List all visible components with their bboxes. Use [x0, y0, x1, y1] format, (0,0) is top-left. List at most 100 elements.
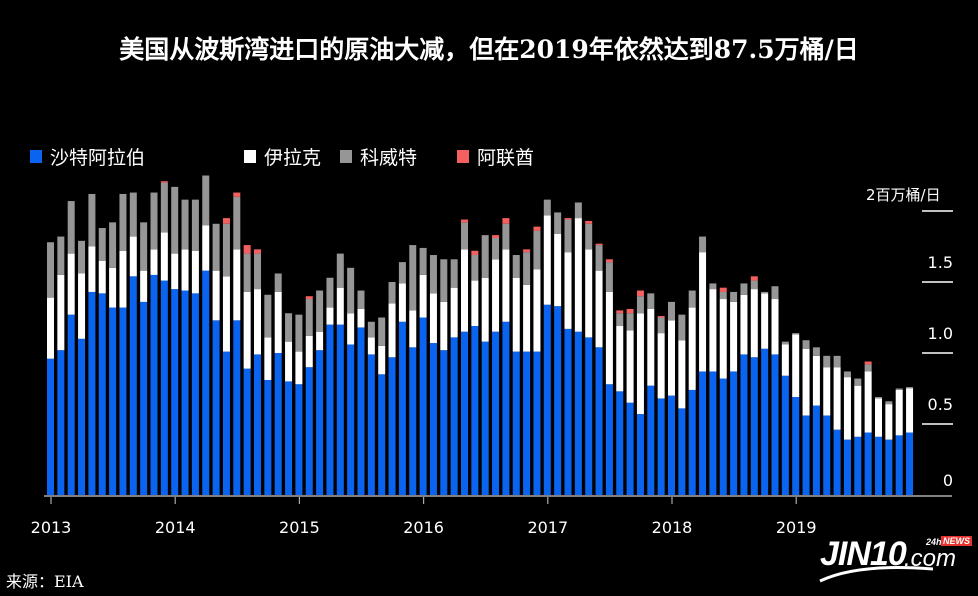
bar-segment-saudi [150, 274, 158, 495]
bar-segment-saudi [533, 351, 541, 495]
bar-segment-saudi [98, 293, 106, 495]
bar-segment-saudi [450, 337, 458, 495]
bar-segment-kuwait [243, 253, 251, 292]
bar-segment-uae [160, 181, 168, 183]
logo-24h-text: 24h [926, 537, 942, 547]
bar-segment-kuwait [461, 222, 468, 250]
bar-segment-kuwait [823, 355, 831, 368]
bar-segment-iraq [357, 308, 365, 328]
bar-segment-kuwait [264, 294, 272, 338]
bar-segment-saudi [347, 344, 355, 495]
bar-segment-kuwait [181, 199, 189, 250]
bar-segment-iraq [750, 289, 758, 358]
bar-segment-kuwait [481, 235, 489, 278]
y-tick-label: 1.0 [928, 324, 953, 343]
bar-segment-saudi [109, 307, 117, 495]
bar-segment-kuwait [802, 340, 810, 349]
bar-segment-saudi [461, 331, 468, 495]
bar-segment-saudi [233, 320, 241, 495]
jin10-logo: JIN10 .com 24h NEWS [818, 535, 972, 585]
bar-segment-kuwait [709, 283, 717, 290]
bar-segment-iraq [233, 249, 241, 321]
bar-segment-kuwait [833, 355, 841, 368]
bar-segment-kuwait [906, 387, 914, 389]
bar-segment-iraq [885, 404, 893, 440]
bar-segment-kuwait [419, 247, 427, 275]
bar-segment-kuwait [222, 223, 230, 277]
bar-segment-kuwait [378, 317, 386, 346]
source-note: 来源：EIA [6, 572, 84, 591]
bar-segment-iraq [336, 287, 344, 325]
bar-segment-iraq [243, 291, 251, 369]
bar-segment-iraq [802, 348, 810, 416]
bar-segment-uae [657, 316, 665, 318]
bar-segment-saudi [492, 331, 500, 495]
bar-segment-iraq [450, 287, 458, 338]
legend-swatch-uae [457, 150, 469, 163]
bar-segment-iraq [285, 341, 293, 382]
bar-segment-uae [719, 287, 727, 292]
chart-title: 美国从波斯湾进口的原油大减，但在2019年依然达到87.5万桶/日 [119, 35, 859, 64]
bar-segment-kuwait [564, 219, 572, 253]
bar-segment-kuwait [699, 236, 707, 253]
bar-segment-saudi [181, 290, 189, 495]
legend-item-saudi: 沙特阿拉伯 [30, 143, 244, 170]
bar-segment-kuwait [119, 193, 127, 251]
bar-segment-saudi [388, 357, 396, 495]
bar-segment-kuwait [212, 223, 220, 271]
bar-segment-iraq [57, 274, 65, 351]
legend-label-uae: 阿联酋 [477, 147, 535, 169]
bar-segment-kuwait [285, 313, 293, 342]
bar-segment-kuwait [295, 314, 303, 352]
bar-segment-kuwait [171, 186, 179, 254]
y-tick-label: 0.5 [928, 395, 953, 414]
bar-segment-kuwait [595, 245, 603, 271]
bar-segment-uae [616, 310, 624, 314]
bar-segment-saudi [688, 389, 696, 495]
bar-segment-kuwait [429, 255, 437, 294]
bar-segment-kuwait [647, 293, 655, 309]
bar-segment-iraq [295, 351, 303, 385]
bar-segment-saudi [564, 328, 572, 495]
legend-item-kuwait: 科威特 [340, 143, 457, 170]
bar-segment-iraq [212, 270, 220, 321]
bar-segment-kuwait [864, 364, 872, 372]
bar-segment-saudi [367, 354, 375, 495]
bar-segment-saudi [129, 276, 137, 495]
bar-segment-uae [233, 192, 241, 197]
bar-segment-kuwait [326, 277, 334, 308]
bar-segment-saudi [709, 371, 717, 495]
bar-segment-saudi [750, 357, 758, 495]
bar-segment-saudi [471, 326, 479, 495]
bar-segment-iraq [409, 310, 417, 348]
bar-segment-kuwait [57, 236, 65, 275]
bar-segment-kuwait [616, 313, 624, 327]
bar-segment-iraq [347, 313, 355, 345]
bar-segment-saudi [585, 337, 593, 495]
bar-segment-iraq [316, 331, 324, 351]
bar-segment-saudi [647, 385, 655, 495]
bar-segment-kuwait [440, 259, 448, 302]
bar-segment-saudi [512, 351, 520, 495]
bar-segment-iraq [854, 385, 862, 437]
bar-segment-uae [243, 245, 251, 254]
bar-segment-iraq [378, 345, 386, 375]
bar-segment-iraq [119, 250, 127, 308]
bar-segment-iraq [492, 259, 500, 332]
bar-segment-saudi [605, 384, 613, 495]
bar-segment-saudi [274, 353, 282, 495]
bar-segment-saudi [67, 314, 75, 495]
bar-segment-iraq [875, 398, 882, 437]
bar-segment-kuwait [47, 242, 54, 298]
bar-segment-kuwait [367, 321, 375, 338]
bar-segment-saudi [336, 324, 344, 495]
bar-segment-saudi [781, 375, 789, 495]
bar-segment-iraq [543, 215, 551, 305]
bar-segment-iraq [202, 225, 210, 271]
bar-segment-kuwait [636, 296, 644, 314]
legend: 沙特阿拉伯 伊拉克 科威特 阿联酋 [30, 143, 534, 170]
bar-segment-iraq [554, 233, 562, 307]
bar-segment-iraq [864, 371, 872, 433]
bar-segment-saudi [668, 395, 675, 495]
bar-segment-iraq [326, 307, 334, 325]
